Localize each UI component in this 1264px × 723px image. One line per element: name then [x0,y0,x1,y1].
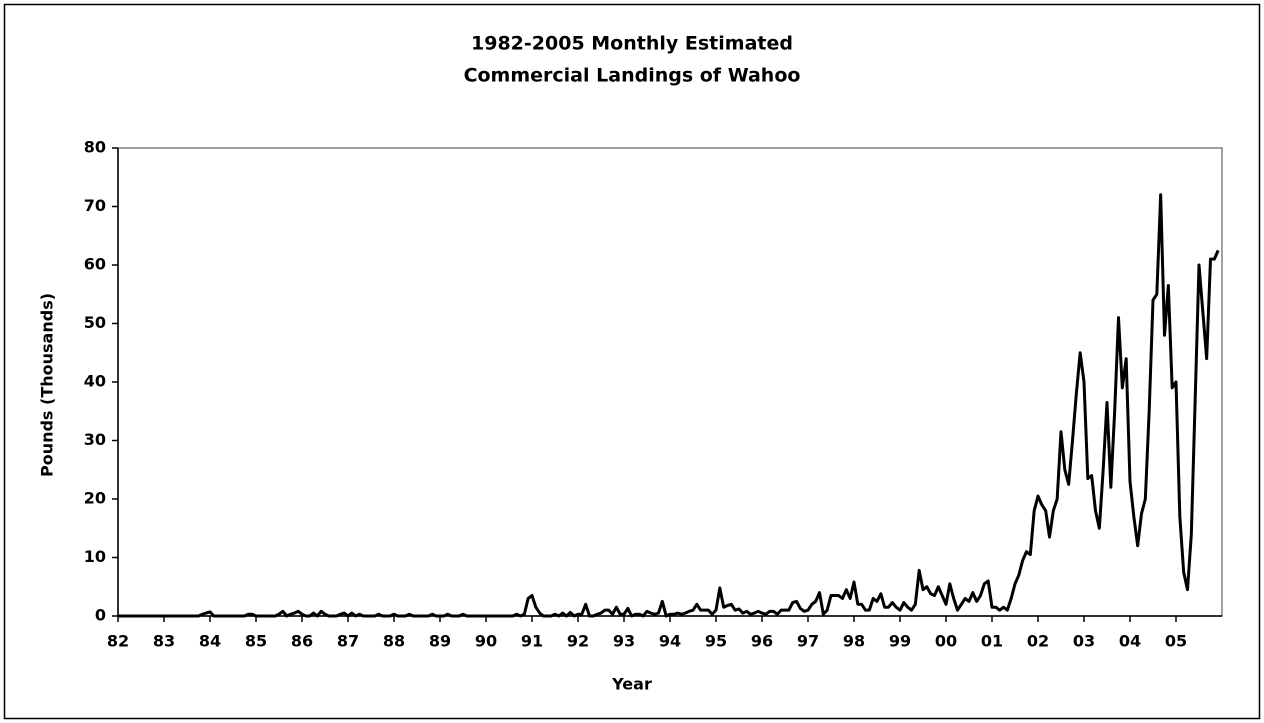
chart-frame [3,3,1261,720]
x-tick-label: 82 [107,632,129,651]
y-tick-label: 80 [84,138,106,157]
x-tick-label: 93 [613,632,635,651]
x-tick-label: 97 [797,632,819,651]
x-tick-label: 04 [1119,632,1141,651]
x-tick-label: 03 [1073,632,1095,651]
x-tick-label: 92 [567,632,589,651]
x-tick-label: 89 [429,632,451,651]
x-tick-label: 96 [751,632,773,651]
x-tick-label: 94 [659,632,681,651]
y-tick-label: 10 [84,547,106,566]
y-tick-label: 50 [84,313,106,332]
x-tick-label: 98 [843,632,865,651]
x-tick-label: 99 [889,632,911,651]
x-tick-label: 05 [1165,632,1187,651]
y-tick-label: 40 [84,372,106,391]
data-line [118,193,1220,618]
x-tick-label: 84 [199,632,221,651]
chart-title: Commercial Landings of Wahoo [464,65,801,87]
y-axis-title: Pounds (Thousands) [38,293,57,477]
y-tick-label: 20 [84,489,106,508]
x-tick-label: 90 [475,632,497,651]
x-tick-label: 00 [935,632,957,651]
x-tick-label: 83 [153,632,175,651]
y-tick-label: 0 [95,606,106,625]
chart-title: 1982-2005 Monthly Estimated [471,33,793,55]
x-tick-label: 01 [981,632,1003,651]
x-axis-title: Year [611,675,652,694]
x-tick-label: 88 [383,632,405,651]
x-tick-label: 02 [1027,632,1049,651]
x-tick-label: 86 [291,632,313,651]
x-tick-label: 87 [337,632,359,651]
x-tick-label: 85 [245,632,267,651]
x-tick-label: 95 [705,632,727,651]
x-tick-label: 91 [521,632,543,651]
y-tick-label: 30 [84,430,106,449]
y-tick-label: 60 [84,255,106,274]
y-tick-label: 70 [84,196,106,215]
